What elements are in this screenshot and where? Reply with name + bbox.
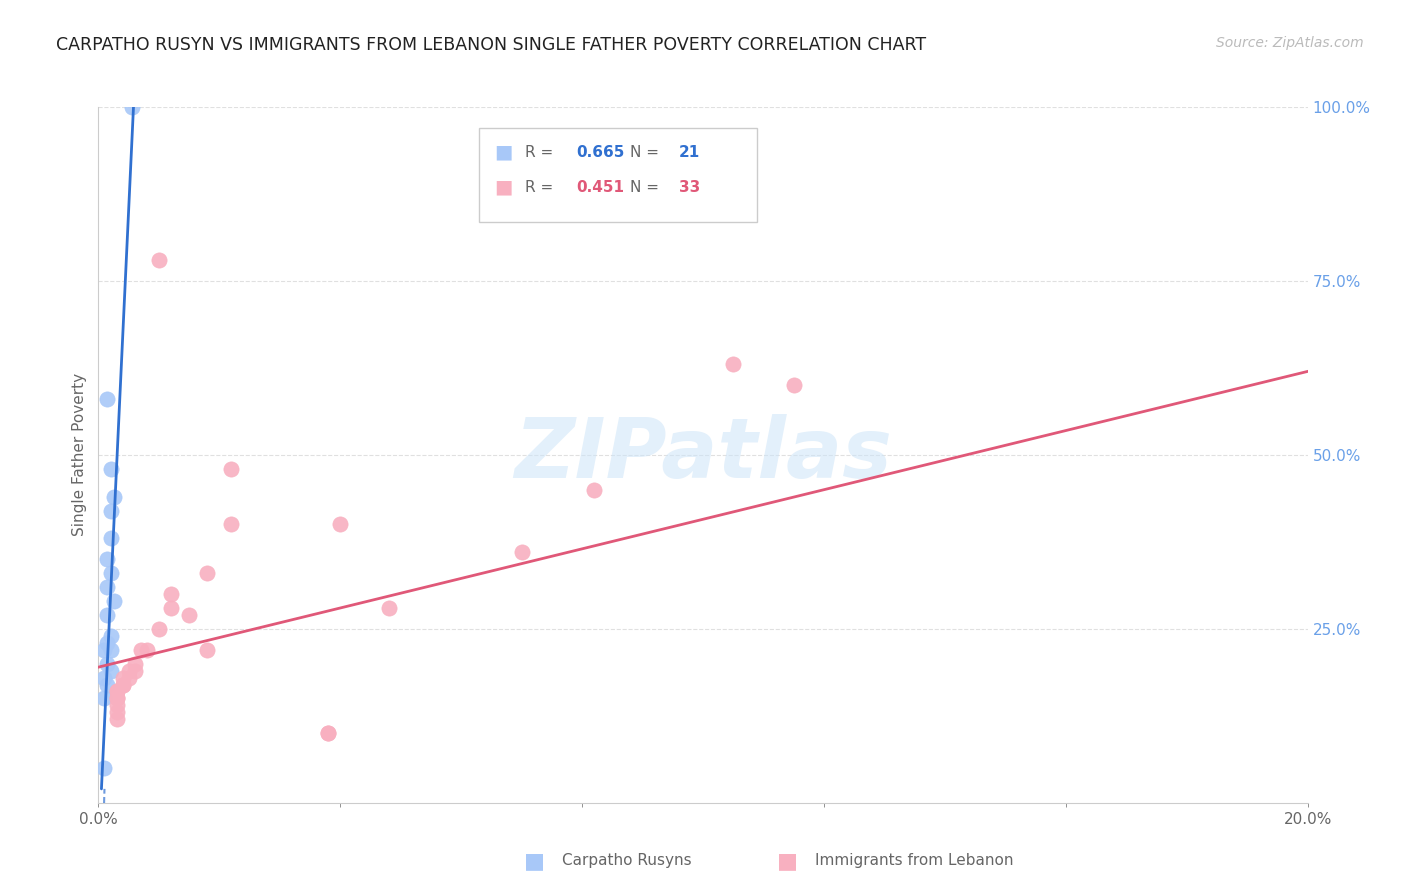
Point <box>148 622 170 636</box>
Text: ■: ■ <box>494 143 512 161</box>
Point <box>124 657 146 671</box>
Point <box>93 642 115 657</box>
Text: N =: N = <box>630 145 664 160</box>
Text: 21: 21 <box>679 145 700 160</box>
Point <box>96 392 118 407</box>
Point <box>111 677 134 691</box>
Text: ■: ■ <box>494 178 512 196</box>
Point <box>93 671 115 685</box>
Point <box>316 726 339 740</box>
Point <box>195 642 218 657</box>
Point <box>105 698 128 713</box>
FancyBboxPatch shape <box>479 128 758 222</box>
Point <box>96 657 118 671</box>
Text: 0.665: 0.665 <box>576 145 624 160</box>
Point <box>100 629 122 643</box>
Text: 0.451: 0.451 <box>576 179 624 194</box>
Point <box>103 490 125 504</box>
Point <box>105 684 128 698</box>
Point <box>160 601 183 615</box>
Point <box>316 726 339 740</box>
Point <box>93 691 115 706</box>
Point <box>93 761 115 775</box>
Point <box>221 462 243 476</box>
Point <box>105 684 128 698</box>
Text: N =: N = <box>630 179 664 194</box>
Text: CARPATHO RUSYN VS IMMIGRANTS FROM LEBANON SINGLE FATHER POVERTY CORRELATION CHAR: CARPATHO RUSYN VS IMMIGRANTS FROM LEBANO… <box>56 36 927 54</box>
Point <box>100 642 122 657</box>
Point <box>124 664 146 678</box>
Point <box>723 358 745 372</box>
Point <box>160 587 183 601</box>
Point <box>105 691 128 706</box>
Point <box>129 642 152 657</box>
Point <box>103 594 125 608</box>
Point <box>148 253 170 268</box>
Point <box>96 580 118 594</box>
Point <box>329 517 352 532</box>
Point <box>121 100 143 114</box>
Text: Immigrants from Lebanon: Immigrants from Lebanon <box>815 854 1014 868</box>
Text: R =: R = <box>526 179 558 194</box>
Point <box>111 677 134 691</box>
Point <box>221 517 243 532</box>
Text: R =: R = <box>526 145 558 160</box>
Point <box>179 607 201 622</box>
Point <box>100 532 122 546</box>
Point <box>118 671 141 685</box>
Point <box>105 691 128 706</box>
Point <box>96 677 118 691</box>
Point <box>100 566 122 581</box>
Text: Carpatho Rusyns: Carpatho Rusyns <box>562 854 692 868</box>
Point <box>100 664 122 678</box>
Text: ZIPatlas: ZIPatlas <box>515 415 891 495</box>
Text: 33: 33 <box>679 179 700 194</box>
Point <box>96 607 118 622</box>
Point <box>135 642 157 657</box>
Text: ■: ■ <box>778 851 797 871</box>
Point <box>96 636 118 650</box>
Point <box>96 552 118 566</box>
Text: Source: ZipAtlas.com: Source: ZipAtlas.com <box>1216 36 1364 50</box>
Point <box>195 566 218 581</box>
Point <box>118 664 141 678</box>
Point <box>510 545 533 559</box>
Point <box>105 706 128 720</box>
Point <box>105 712 128 726</box>
Point <box>583 483 606 497</box>
Point <box>783 378 806 392</box>
Point <box>100 503 122 517</box>
Point <box>100 462 122 476</box>
Point <box>377 601 399 615</box>
Y-axis label: Single Father Poverty: Single Father Poverty <box>72 374 87 536</box>
Text: ■: ■ <box>524 851 544 871</box>
Point <box>111 671 134 685</box>
